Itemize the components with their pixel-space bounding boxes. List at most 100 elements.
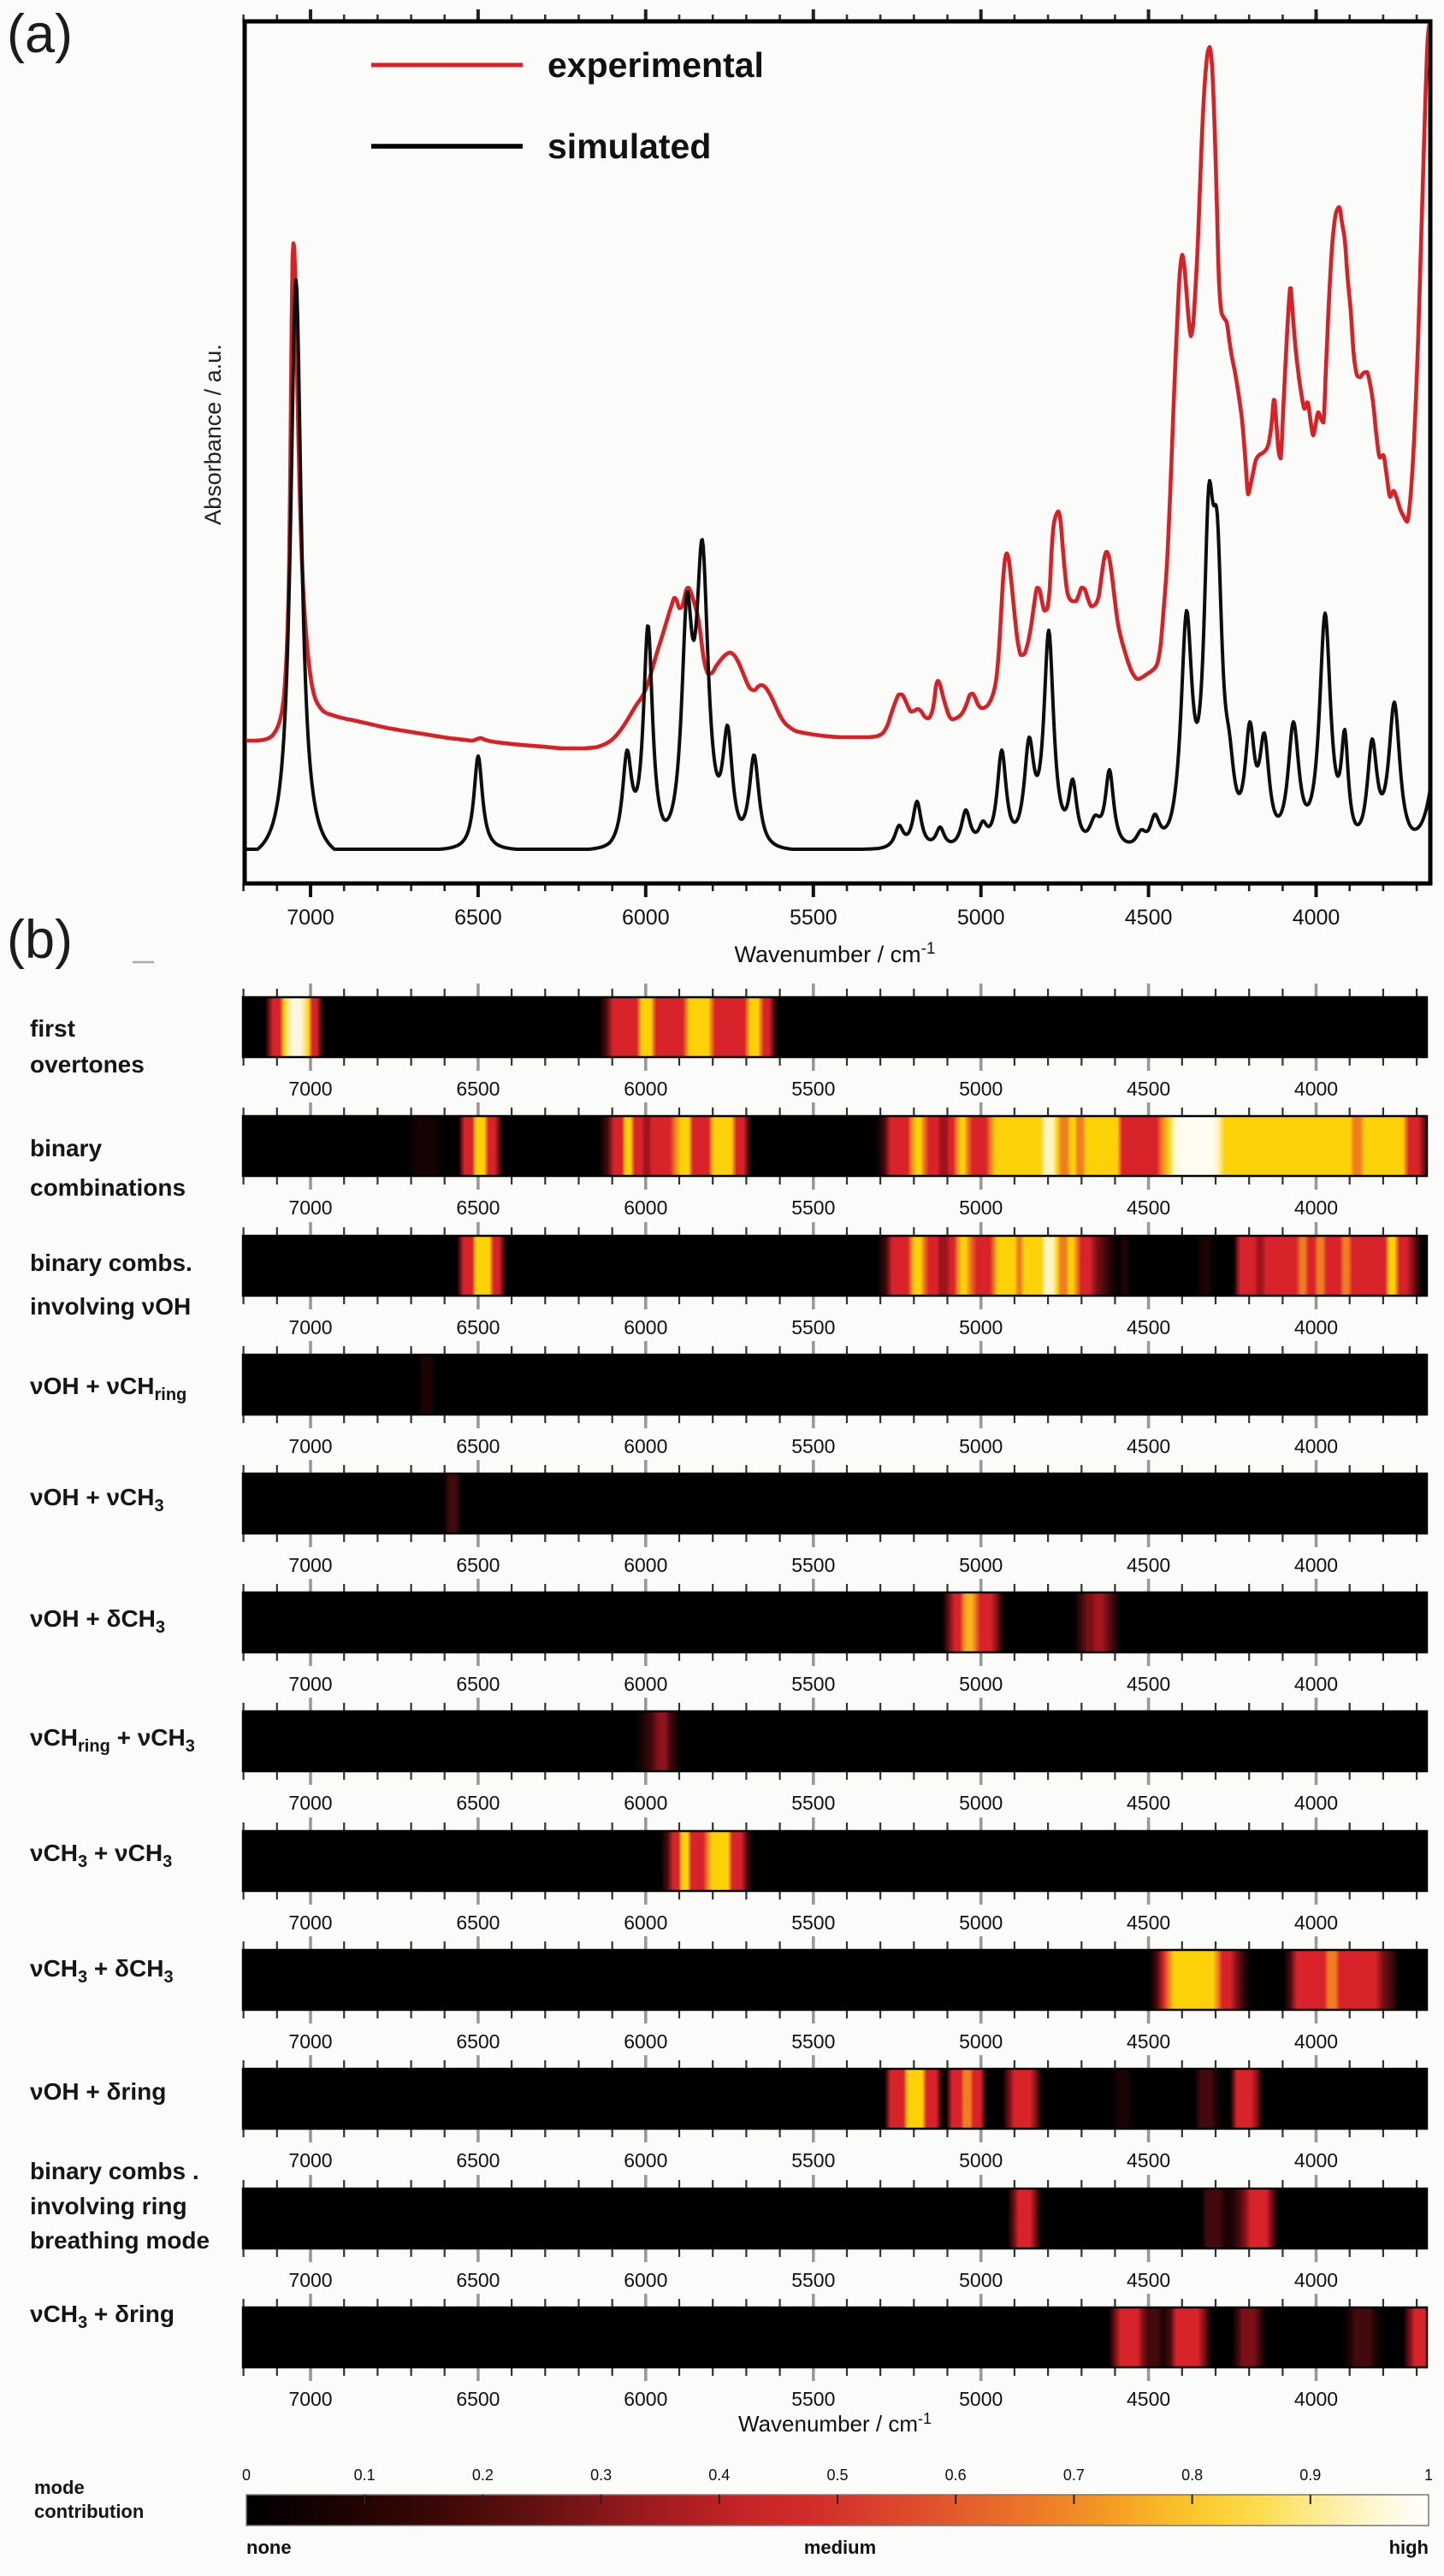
svg-text:4500: 4500 [1127,2269,1170,2291]
svg-text:6500: 6500 [454,906,502,930]
svg-text:0.3: 0.3 [590,2467,612,2484]
svg-text:νCHring + νCH3: νCHring + νCH3 [30,1724,195,1756]
svg-text:4500: 4500 [1127,2030,1170,2053]
svg-text:high: high [1389,2537,1429,2558]
svg-text:6500: 6500 [456,1316,500,1338]
svg-text:6000: 6000 [624,1911,667,1934]
svg-text:4500: 4500 [1127,2149,1170,2171]
svg-text:5500: 5500 [791,1554,835,1576]
svg-text:breathing mode: breathing mode [30,2227,210,2254]
svg-text:4000: 4000 [1294,1911,1338,1934]
svg-text:4500: 4500 [1127,1554,1170,1576]
svg-text:5500: 5500 [791,2030,835,2053]
svg-text:4500: 4500 [1127,1196,1170,1219]
svg-text:0.4: 0.4 [708,2467,730,2484]
svg-text:5000: 5000 [959,1911,1003,1934]
svg-text:7000: 7000 [288,1078,332,1100]
svg-text:6500: 6500 [456,2149,500,2171]
svg-text:binary combs .: binary combs . [30,2158,199,2184]
svg-text:5500: 5500 [791,2388,835,2410]
svg-text:4000: 4000 [1294,1316,1338,1338]
svg-text:overtones: overtones [30,1051,145,1078]
svg-text:7000: 7000 [287,906,334,930]
svg-text:4000: 4000 [1294,1078,1338,1100]
svg-text:5000: 5000 [959,1435,1003,1457]
svg-text:6000: 6000 [624,1316,667,1338]
svg-text:6500: 6500 [456,1554,500,1576]
svg-text:6500: 6500 [456,2030,500,2053]
svg-text:0.7: 0.7 [1063,2467,1085,2484]
svg-text:4000: 4000 [1294,2269,1338,2291]
svg-text:5500: 5500 [791,2269,835,2291]
svg-text:0.1: 0.1 [354,2467,376,2484]
svg-text:7000: 7000 [288,1554,332,1576]
svg-text:7000: 7000 [288,2030,332,2053]
svg-text:6500: 6500 [456,2269,500,2291]
svg-text:6500: 6500 [456,1078,500,1100]
svg-text:4000: 4000 [1294,2388,1338,2410]
svg-text:7000: 7000 [288,1316,332,1338]
svg-text:6000: 6000 [624,1435,667,1457]
svg-text:4000: 4000 [1294,1792,1338,1814]
svg-text:νOH + δCH3: νOH + δCH3 [30,1605,165,1637]
svg-text:5000: 5000 [959,1196,1003,1219]
svg-text:6000: 6000 [624,1078,667,1100]
svg-text:Wavenumber / cm-1: Wavenumber / cm-1 [735,940,936,967]
svg-text:4500: 4500 [1127,1673,1170,1695]
svg-text:7000: 7000 [288,1196,332,1219]
svg-text:4000: 4000 [1294,1196,1338,1219]
svg-text:5500: 5500 [791,1316,835,1338]
svg-text:mode: mode [34,2477,85,2498]
svg-text:6500: 6500 [456,2388,500,2410]
svg-text:6000: 6000 [622,906,670,930]
svg-text:7000: 7000 [288,2388,332,2410]
svg-text:4500: 4500 [1127,1911,1170,1934]
svg-text:0.8: 0.8 [1181,2467,1203,2484]
svg-text:4000: 4000 [1294,2030,1338,2053]
svg-text:simulated: simulated [547,127,711,166]
svg-text:binary: binary [30,1135,102,1161]
svg-text:4000: 4000 [1294,1554,1338,1576]
svg-text:5500: 5500 [791,1911,835,1934]
svg-text:7000: 7000 [288,2149,332,2171]
svg-text:5000: 5000 [959,1673,1003,1695]
svg-text:7000: 7000 [288,1673,332,1695]
svg-text:5500: 5500 [791,2149,835,2171]
svg-text:6000: 6000 [624,1792,667,1814]
svg-text:Wavenumber / cm-1: Wavenumber / cm-1 [738,2410,932,2437]
svg-text:none: none [246,2537,292,2558]
svg-text:0.5: 0.5 [826,2467,848,2484]
svg-text:4500: 4500 [1125,906,1173,930]
svg-text:6000: 6000 [624,1554,667,1576]
svg-text:7000: 7000 [288,2269,332,2291]
svg-text:5000: 5000 [959,1316,1003,1338]
svg-text:involving ring: involving ring [30,2193,187,2219]
svg-text:6000: 6000 [624,2269,667,2291]
svg-text:4500: 4500 [1127,1435,1170,1457]
svg-text:νCH3 + νCH3: νCH3 + νCH3 [30,1840,172,1871]
svg-text:6500: 6500 [456,1792,500,1814]
svg-text:5000: 5000 [959,2030,1003,2053]
svg-text:7000: 7000 [288,1435,332,1457]
svg-text:involving νOH: involving νOH [30,1293,191,1320]
svg-text:5000: 5000 [957,906,1005,930]
svg-text:binary combs.: binary combs. [30,1250,192,1276]
svg-text:5500: 5500 [790,906,837,930]
svg-text:combinations: combinations [30,1174,186,1201]
svg-text:5500: 5500 [791,1673,835,1695]
svg-text:4500: 4500 [1127,1078,1170,1100]
svg-text:0: 0 [242,2467,251,2484]
svg-text:5000: 5000 [959,1792,1003,1814]
svg-text:6000: 6000 [624,2149,667,2171]
svg-text:νOH + νCH3: νOH + νCH3 [30,1484,164,1515]
svg-text:(b): (b) [7,910,73,970]
svg-text:νOH + δring: νOH + δring [30,2078,166,2105]
svg-text:0.6: 0.6 [945,2467,967,2484]
svg-text:4000: 4000 [1294,1673,1338,1695]
svg-text:4500: 4500 [1127,2388,1170,2410]
svg-text:5500: 5500 [791,1792,835,1814]
svg-text:6000: 6000 [624,1196,667,1219]
svg-text:νCH3 + δCH3: νCH3 + δCH3 [30,1955,174,1987]
svg-text:5000: 5000 [959,2269,1003,2291]
svg-text:5000: 5000 [959,2149,1003,2171]
